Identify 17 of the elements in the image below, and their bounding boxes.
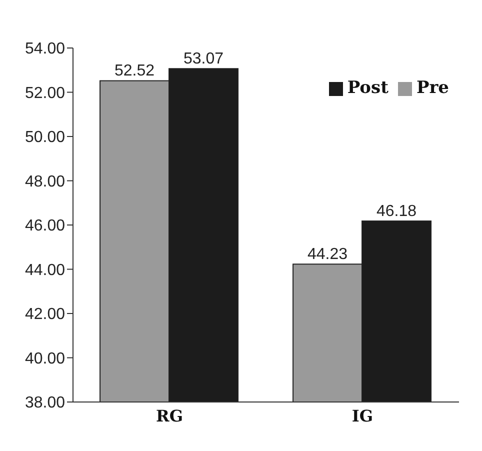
y-tick-label: 46.00 <box>24 218 66 235</box>
legend-label: Post <box>347 78 388 98</box>
data-label: 46.18 <box>376 203 417 220</box>
data-label: 53.07 <box>183 50 224 68</box>
y-tick-label: 48.00 <box>24 173 66 190</box>
y-tick-label: 50.00 <box>24 129 66 146</box>
y-tick-label: 40.00 <box>24 350 66 368</box>
data-label: 44.23 <box>307 246 348 264</box>
x-tick-label: IG <box>352 406 374 426</box>
y-tick-label: 38.00 <box>24 394 66 412</box>
y-tick-label: 44.00 <box>24 262 66 279</box>
x-tick-label: RG <box>156 406 183 426</box>
y-tick-label: 42.00 <box>24 306 66 324</box>
legend-label: Pre <box>416 78 449 98</box>
data-label: 52.52 <box>114 62 155 80</box>
y-tick-label: 54.00 <box>24 40 66 58</box>
y-tick-label: 52.00 <box>24 84 66 102</box>
